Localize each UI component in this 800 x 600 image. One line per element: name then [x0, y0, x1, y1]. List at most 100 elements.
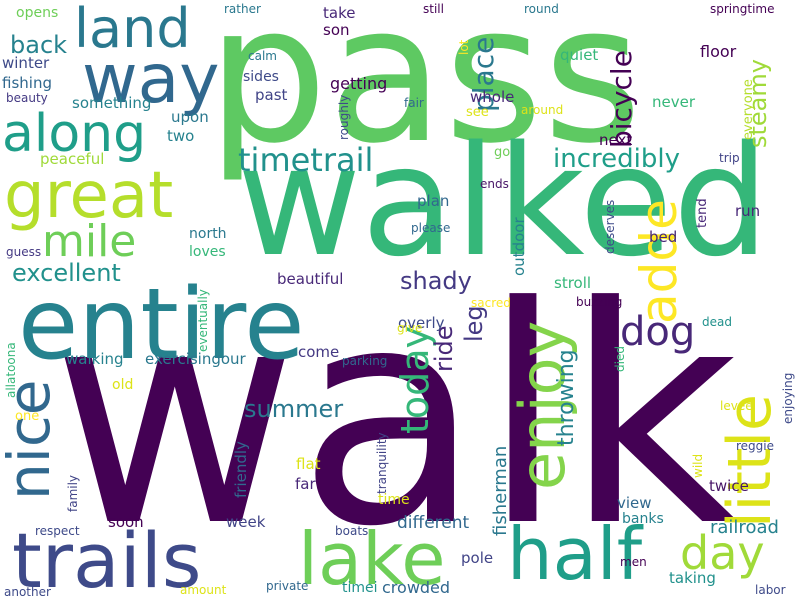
word-outdoor: outdoor: [510, 217, 528, 276]
word-around: around: [521, 103, 564, 117]
word-overly: overly: [398, 314, 445, 332]
word-leg: leg: [460, 305, 488, 342]
word-go: go: [494, 145, 511, 160]
word-sides: sides: [243, 69, 279, 85]
word-incredibly: incredibly: [553, 144, 680, 174]
word-walked: walked: [237, 113, 770, 290]
word-floor: floor: [700, 42, 737, 61]
word-summer: summer: [244, 395, 344, 423]
word-sacred: sacred: [471, 296, 511, 310]
word-crowded: crowded: [382, 578, 451, 597]
word-friendly: friendly: [232, 441, 250, 498]
word-ride: ride: [430, 325, 458, 372]
word-buzzing: buzzing: [576, 295, 623, 309]
word-come: come: [298, 343, 340, 361]
word-tranquility: tranquility: [375, 432, 389, 494]
word-bed: bed: [649, 228, 678, 246]
word-fisherman: fisherman: [490, 445, 511, 536]
word-walking: walking: [66, 350, 124, 368]
word-walk: walk: [52, 243, 739, 592]
word-pass: pass: [207, 0, 643, 185]
word-next: next: [599, 131, 633, 149]
word-shady: shady: [400, 267, 472, 295]
word-round: round: [524, 2, 559, 16]
word-wild: wild: [691, 453, 705, 478]
word-family: family: [66, 474, 80, 512]
word-lake: lake: [298, 517, 446, 600]
word-past: past: [255, 86, 288, 104]
word-timetrail: timetrail: [238, 141, 374, 179]
word-eventually: eventually: [196, 289, 210, 352]
word-everyone: everyone: [741, 79, 756, 140]
word-entire: entire: [18, 268, 305, 382]
word-son: son: [323, 21, 350, 39]
word-exercisingour: exercisingour: [145, 350, 246, 368]
word-allatoona: allatoona: [4, 342, 18, 398]
word-upon: upon: [171, 108, 209, 126]
word-still: still: [423, 2, 444, 16]
word-taking: taking: [669, 569, 716, 587]
word-mile: mile: [42, 216, 137, 267]
word-flat: flat: [296, 455, 321, 473]
word-calm: calm: [248, 49, 277, 63]
word-quiet: quiet: [560, 46, 599, 64]
word-beauty: beauty: [6, 91, 48, 105]
word-levee: levee: [720, 399, 753, 413]
word-different: different: [397, 513, 470, 533]
word-little: little: [715, 394, 785, 528]
word-respect: respect: [35, 524, 80, 538]
word-parking: parking: [342, 354, 388, 368]
word-tend: tend: [695, 198, 710, 228]
word-private: private: [266, 579, 309, 593]
word-winter: winter: [2, 54, 50, 72]
word-give: give: [397, 321, 423, 335]
word-view: view: [617, 494, 652, 512]
word-far: far: [295, 475, 316, 493]
word-way: way: [82, 40, 220, 119]
word-take: take: [323, 4, 356, 22]
word-amount: amount: [180, 583, 227, 597]
word-beautiful: beautiful: [277, 270, 344, 288]
word-deserves: deserves: [603, 199, 617, 254]
word-opens: opens: [16, 5, 59, 21]
word-whole: whole: [470, 88, 515, 106]
word-throwing: throwing: [554, 349, 579, 446]
word-died: died: [613, 346, 627, 372]
word-railroad: railroad: [710, 517, 779, 538]
word-along: along: [2, 104, 147, 164]
word-two: two: [167, 127, 195, 145]
word-labor: labor: [755, 583, 786, 597]
word-springtime: springtime: [710, 2, 775, 16]
word-see: see: [466, 105, 489, 120]
word-roughly: roughly: [337, 94, 351, 140]
word-timei: timei: [342, 580, 378, 596]
word-week: week: [226, 513, 266, 531]
word-something: something: [72, 94, 152, 112]
word-enjoying: enjoying: [781, 372, 795, 424]
word-time: time: [378, 492, 410, 508]
word-today: today: [393, 325, 437, 434]
word-please: please: [411, 221, 451, 235]
word-land: land: [74, 0, 191, 60]
word-soon: soon: [108, 513, 144, 531]
word-run: run: [735, 202, 761, 220]
word-day: day: [680, 526, 765, 580]
word-trails: trails: [12, 516, 202, 600]
word-dead: dead: [702, 315, 732, 329]
word-one: one: [15, 409, 40, 424]
word-plan: plan: [417, 192, 450, 210]
word-dog: dog: [620, 309, 696, 355]
word-adde: adde: [630, 199, 688, 324]
word-lot: lot: [457, 39, 471, 55]
word-trip: trip: [719, 151, 740, 165]
word-back: back: [10, 31, 68, 59]
word-never: never: [652, 93, 696, 111]
word-pole: pole: [461, 549, 494, 567]
word-north: north: [189, 226, 227, 242]
word-old: old: [112, 377, 134, 393]
word-ends: ends: [480, 177, 509, 191]
word-getting: getting: [330, 74, 388, 93]
word-reggie: reggie: [736, 439, 775, 453]
word-great: great: [4, 159, 174, 233]
word-rather: rather: [224, 2, 261, 16]
